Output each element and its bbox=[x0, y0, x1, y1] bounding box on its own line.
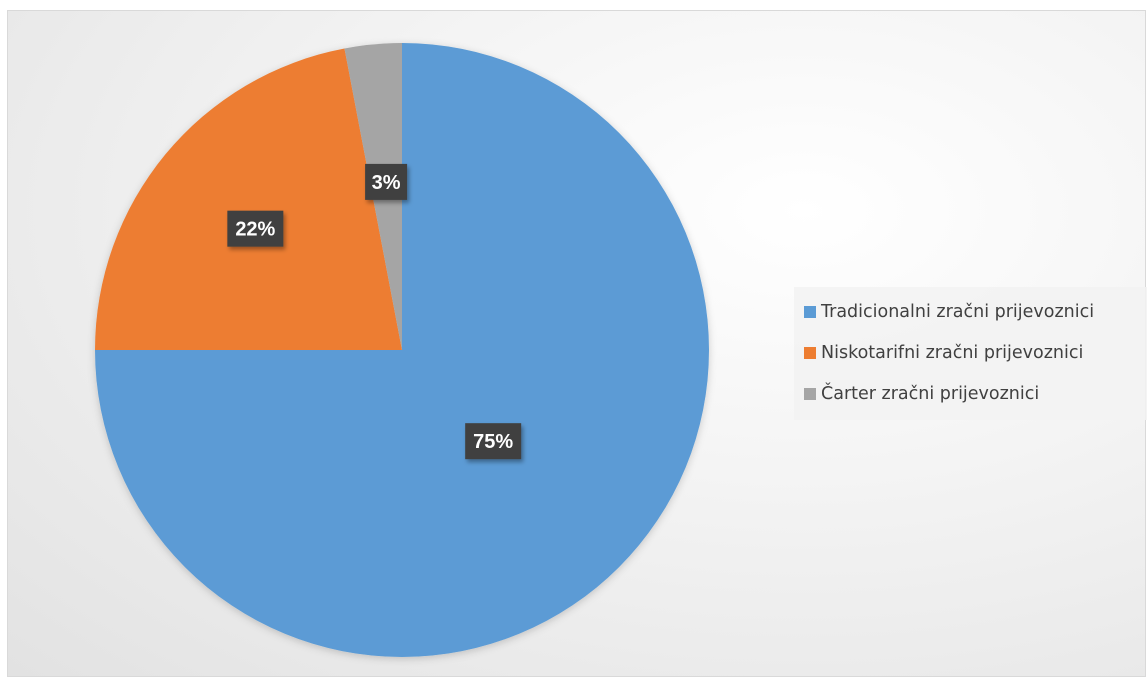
data-label-text: 3% bbox=[372, 172, 401, 194]
legend-label-carter: Čarter zračni prijevoznici bbox=[821, 383, 1040, 404]
pie-slice-niskotarifni bbox=[95, 48, 402, 351]
legend-item-carter: Čarter zračni prijevoznici bbox=[794, 373, 1147, 414]
legend-item-tradicionalni: Tradicionalni zračni prijevoznici bbox=[794, 291, 1147, 332]
legend-swatch-tradicionalni bbox=[804, 305, 816, 318]
pie-slices bbox=[95, 43, 709, 657]
legend-swatch-carter bbox=[804, 387, 816, 400]
data-label-tradicionalni: 75% bbox=[465, 423, 522, 460]
legend-swatch-niskotarifni bbox=[804, 346, 816, 359]
data-label-text: 75% bbox=[473, 431, 513, 453]
pie-chart: 75% 22% 3% bbox=[95, 43, 709, 657]
data-label-carter: 3% bbox=[365, 163, 408, 200]
pie-data-labels: 75% 22% 3% bbox=[227, 163, 522, 460]
data-label-box bbox=[465, 423, 522, 460]
data-label-niskotarifni: 22% bbox=[227, 210, 284, 247]
legend-item-niskotarifni: Niskotarifni zračni prijevoznici bbox=[794, 332, 1147, 373]
legend-label-niskotarifni: Niskotarifni zračni prijevoznici bbox=[821, 342, 1084, 363]
chart-legend: Tradicionalni zračni prijevoznici Niskot… bbox=[794, 287, 1147, 420]
legend-label-tradicionalni: Tradicionalni zračni prijevoznici bbox=[821, 301, 1095, 322]
chart-area: 75% 22% 3% Tradicionalni zračni prijevozni… bbox=[7, 10, 1147, 677]
data-label-box bbox=[227, 210, 284, 247]
data-label-box bbox=[365, 163, 408, 200]
data-label-text: 22% bbox=[235, 219, 275, 241]
